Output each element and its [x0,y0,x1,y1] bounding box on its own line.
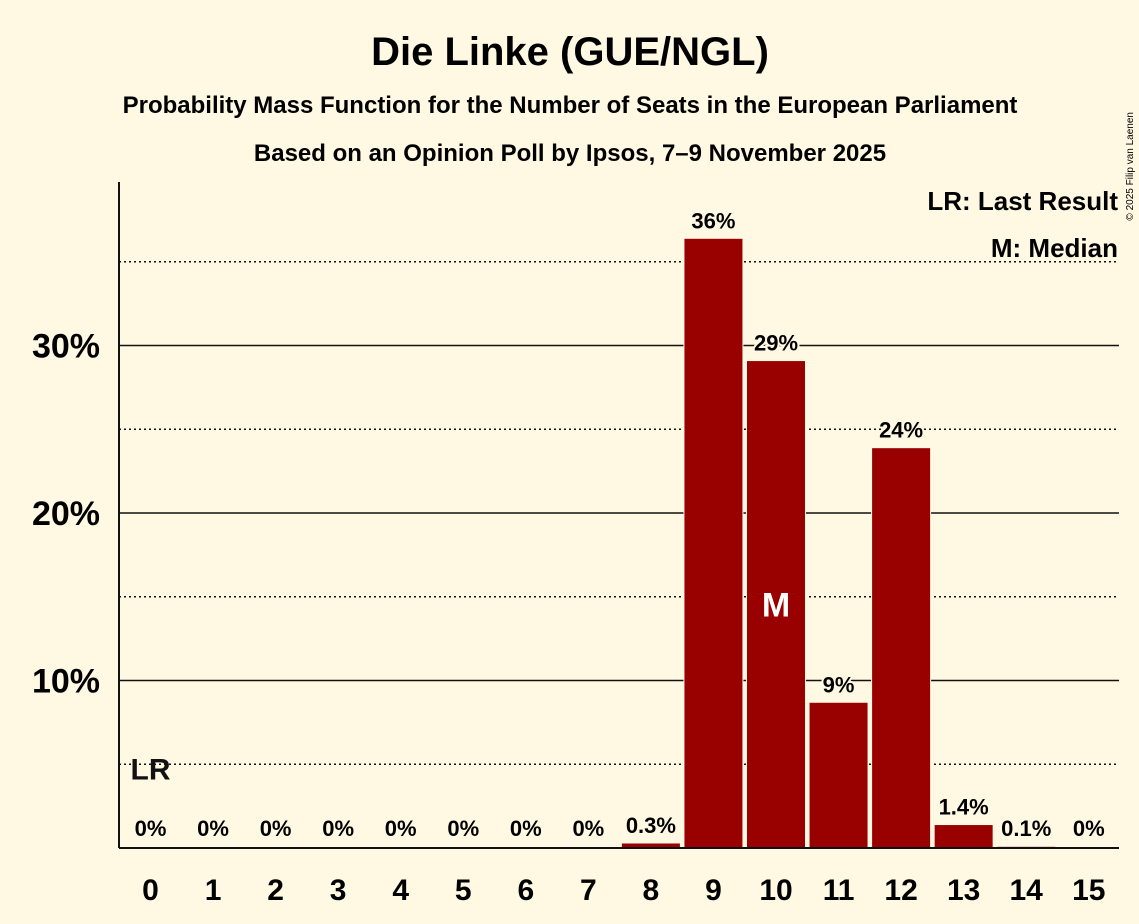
legend-median: M: Median [991,233,1118,263]
y-axis-ticks: 10% 20% 30% [32,328,100,701]
value-label: 9% [823,672,855,697]
value-label: 36% [691,208,735,233]
value-label: 0.1% [1001,816,1051,841]
x-tick-label: 4 [392,874,409,907]
chart-title: Die Linke (GUE/NGL) [371,30,769,74]
x-tick-label: 2 [267,874,284,907]
y-tick-label: 20% [32,495,100,533]
value-label: 0% [572,816,604,841]
value-label: 0% [260,816,292,841]
bar-10 [746,360,806,849]
x-tick-label: 5 [455,874,472,907]
value-label: 0% [322,816,354,841]
legend-last-result: LR: Last Result [927,186,1118,216]
value-labels: 0% 0% 0% 0% 0% 0% 0% 0% 0.3% 36% 29% 9% 24% 1.4% 0.1% 0… [131,206,1105,843]
value-label: 0% [135,816,167,841]
bar-11 [808,701,869,849]
value-label: 29% [754,331,798,356]
x-tick-label: 8 [643,874,660,907]
value-label: 0% [510,816,542,841]
bar-9 [683,237,744,849]
x-tick-label: 9 [705,874,722,907]
bar-12 [871,447,932,849]
x-axis-ticks: 0 1 2 3 4 5 6 7 8 9 10 11 12 13 14 15 [142,874,1105,907]
x-tick-label: 13 [947,874,980,907]
copyright-notice: © 2025 Filip van Laenen [1125,112,1136,221]
bar-13 [933,824,994,849]
x-tick-label: 10 [759,874,792,907]
value-label: 0% [385,816,417,841]
x-tick-label: 6 [517,874,534,907]
x-tick-label: 12 [884,874,917,907]
chart-subtitle-source: Based on an Opinion Poll by Ipsos, 7–9 N… [254,140,886,167]
value-label: 1.4% [939,795,989,820]
value-label: 0% [447,816,479,841]
bars [620,237,1057,849]
x-tick-label: 3 [330,874,347,907]
last-result-marker: LR [131,753,171,786]
y-tick-label: 30% [32,328,100,366]
chart-subtitle: Probability Mass Function for the Number… [123,92,1018,119]
value-label: 0% [197,816,229,841]
value-label: 0.3% [626,813,676,838]
x-tick-label: 1 [205,874,222,907]
x-tick-label: 14 [1010,874,1044,907]
y-tick-label: 10% [32,663,100,701]
median-marker: M [762,586,790,624]
value-label: 0% [1073,816,1105,841]
gridlines [119,261,1119,765]
x-tick-label: 15 [1072,874,1105,907]
x-tick-label: 0 [142,874,159,907]
x-tick-label: 7 [580,874,597,907]
value-label: 24% [879,418,923,443]
x-tick-label: 11 [823,874,855,907]
